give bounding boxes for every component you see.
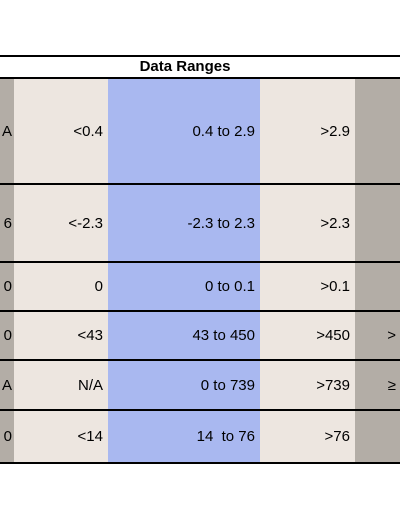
cell: 0 to 739 (200, 376, 255, 394)
cell: 0 (3, 327, 12, 344)
row-border (0, 462, 400, 464)
cell: N/A (77, 376, 103, 394)
row-border (0, 183, 400, 185)
cell: A (1, 122, 12, 140)
row-border (0, 359, 400, 361)
column-bg (108, 78, 260, 463)
cell: 43 to 450 (192, 327, 255, 344)
column-bg (260, 78, 355, 463)
cell: >739 (316, 376, 350, 394)
cell: >76 (324, 428, 350, 445)
cell: <-2.3 (68, 214, 103, 232)
cell: <0.4 (73, 122, 103, 140)
row-border (0, 77, 400, 79)
column-bg (0, 78, 14, 463)
cell: >450 (316, 327, 350, 344)
cell: 14 to 76 (196, 428, 255, 445)
cell: 6 (3, 214, 12, 232)
cell: 0 (3, 278, 12, 295)
cell: >0.1 (320, 278, 350, 295)
title-text: Data Ranges (139, 58, 231, 75)
cell: > (387, 327, 396, 344)
cell: 0 (94, 278, 103, 295)
row-border (0, 55, 400, 57)
cell: 0 to 0.1 (204, 278, 255, 295)
cell: <43 (77, 327, 103, 344)
table-title: Data Ranges (0, 55, 400, 78)
cell: >2.3 (320, 214, 350, 232)
row-border (0, 310, 400, 312)
row-border (0, 409, 400, 411)
cell: 0.4 to 2.9 (192, 122, 255, 140)
cell: <14 (77, 428, 103, 445)
row-border (0, 261, 400, 263)
column-bg (14, 78, 108, 463)
cell: >2.9 (320, 122, 350, 140)
column-bg (355, 78, 400, 463)
cell: -2.3 to 2.3 (187, 214, 255, 232)
cell: ≥ (387, 376, 396, 394)
cell: A (1, 376, 12, 394)
cell: 0 (3, 428, 12, 445)
